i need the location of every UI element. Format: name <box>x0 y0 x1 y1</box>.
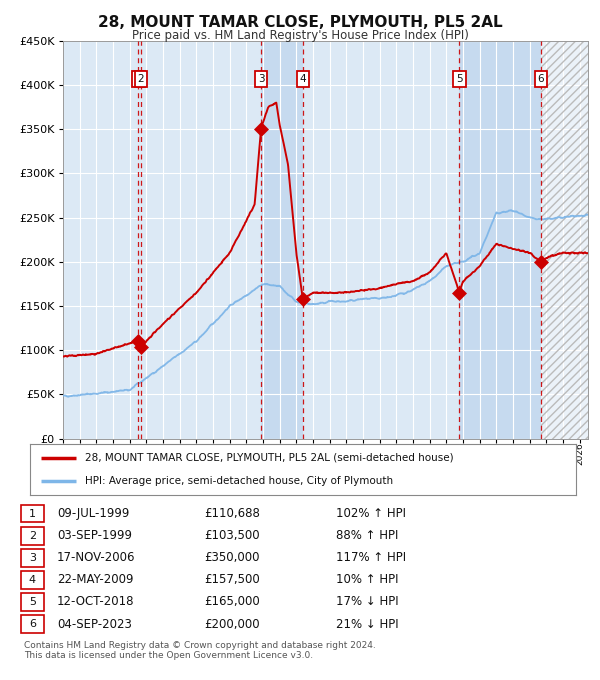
Text: 2024: 2024 <box>542 443 551 465</box>
Text: 2021: 2021 <box>492 443 501 465</box>
Text: 88% ↑ HPI: 88% ↑ HPI <box>336 529 398 542</box>
Text: 2007: 2007 <box>259 443 268 465</box>
Text: Price paid vs. HM Land Registry's House Price Index (HPI): Price paid vs. HM Land Registry's House … <box>131 29 469 41</box>
Text: 117% ↑ HPI: 117% ↑ HPI <box>336 551 406 564</box>
Text: 6: 6 <box>538 73 544 84</box>
Text: 22-MAY-2009: 22-MAY-2009 <box>57 573 133 586</box>
Text: 6: 6 <box>29 619 36 629</box>
Text: 2019: 2019 <box>458 443 467 465</box>
Text: £103,500: £103,500 <box>204 529 260 542</box>
Text: 2002: 2002 <box>175 443 184 465</box>
Text: 10% ↑ HPI: 10% ↑ HPI <box>336 573 398 586</box>
Text: 2006: 2006 <box>242 443 251 465</box>
Text: 2018: 2018 <box>442 443 451 465</box>
Text: £165,000: £165,000 <box>204 596 260 609</box>
Text: 3: 3 <box>29 553 36 563</box>
Text: £350,000: £350,000 <box>204 551 260 564</box>
Bar <box>261 41 303 439</box>
Text: 21% ↓ HPI: 21% ↓ HPI <box>336 617 398 630</box>
Text: 2023: 2023 <box>525 443 534 465</box>
Text: 2008: 2008 <box>275 443 284 465</box>
Text: 5: 5 <box>29 597 36 607</box>
Text: 2005: 2005 <box>225 443 234 465</box>
Text: 03-SEP-1999: 03-SEP-1999 <box>57 529 132 542</box>
Text: 2022: 2022 <box>508 443 517 465</box>
Bar <box>541 41 588 439</box>
Text: 2025: 2025 <box>559 443 568 465</box>
Text: £200,000: £200,000 <box>204 617 260 630</box>
Text: 1: 1 <box>135 73 142 84</box>
Text: 2003: 2003 <box>192 443 201 465</box>
Text: 17-NOV-2006: 17-NOV-2006 <box>57 551 136 564</box>
Text: 2012: 2012 <box>342 443 351 465</box>
Text: 2020: 2020 <box>475 443 484 465</box>
Text: 1: 1 <box>29 509 36 519</box>
Text: 1995: 1995 <box>58 443 67 466</box>
Text: 2013: 2013 <box>358 443 367 465</box>
Text: 2000: 2000 <box>142 443 151 465</box>
Bar <box>541 41 588 439</box>
Text: 2016: 2016 <box>409 443 418 465</box>
Text: 1998: 1998 <box>109 443 118 466</box>
Text: 2009: 2009 <box>292 443 301 465</box>
Text: 04-SEP-2023: 04-SEP-2023 <box>57 617 132 630</box>
Text: 2001: 2001 <box>158 443 167 465</box>
Text: 2026: 2026 <box>575 443 584 465</box>
Text: 2: 2 <box>29 530 36 541</box>
Text: 102% ↑ HPI: 102% ↑ HPI <box>336 507 406 520</box>
Bar <box>460 41 541 439</box>
Text: 1999: 1999 <box>125 443 134 466</box>
Text: 28, MOUNT TAMAR CLOSE, PLYMOUTH, PL5 2AL (semi-detached house): 28, MOUNT TAMAR CLOSE, PLYMOUTH, PL5 2AL… <box>85 453 453 463</box>
Text: 4: 4 <box>299 73 306 84</box>
Text: 12-OCT-2018: 12-OCT-2018 <box>57 596 134 609</box>
Text: 09-JUL-1999: 09-JUL-1999 <box>57 507 130 520</box>
Text: 5: 5 <box>456 73 463 84</box>
Text: 2011: 2011 <box>325 443 334 465</box>
Text: Contains HM Land Registry data © Crown copyright and database right 2024.
This d: Contains HM Land Registry data © Crown c… <box>24 641 376 660</box>
Text: 1997: 1997 <box>92 443 101 466</box>
Text: £110,688: £110,688 <box>204 507 260 520</box>
Text: 2014: 2014 <box>375 443 384 465</box>
Text: 2010: 2010 <box>308 443 317 465</box>
Text: 2004: 2004 <box>208 443 217 465</box>
Text: 4: 4 <box>29 575 36 585</box>
Text: £157,500: £157,500 <box>204 573 260 586</box>
Text: 2015: 2015 <box>392 443 401 465</box>
Text: 1996: 1996 <box>75 443 84 466</box>
Text: 2017: 2017 <box>425 443 434 465</box>
Text: 2: 2 <box>137 73 144 84</box>
Text: 3: 3 <box>257 73 265 84</box>
Text: HPI: Average price, semi-detached house, City of Plymouth: HPI: Average price, semi-detached house,… <box>85 476 393 486</box>
Text: 17% ↓ HPI: 17% ↓ HPI <box>336 596 398 609</box>
Text: 28, MOUNT TAMAR CLOSE, PLYMOUTH, PL5 2AL: 28, MOUNT TAMAR CLOSE, PLYMOUTH, PL5 2AL <box>98 15 502 30</box>
